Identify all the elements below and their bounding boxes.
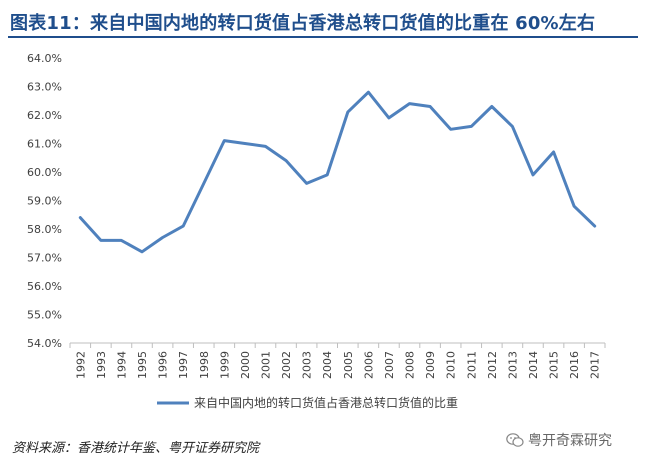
x-tick-label: 2011 — [465, 351, 478, 379]
x-tick-label: 2005 — [342, 351, 355, 379]
x-tick-label: 2009 — [424, 351, 437, 379]
x-tick-label: 1995 — [136, 351, 149, 379]
y-tick-label: 57.0% — [27, 252, 62, 265]
x-tick-label: 1994 — [115, 351, 128, 379]
chart-title: 图表11：来自中国内地的转口货值占香港总转口货值的比重在 60%左右 — [10, 13, 596, 34]
y-tick-label: 59.0% — [27, 195, 62, 208]
x-tick-label: 2001 — [259, 351, 272, 379]
x-tick-label: 2002 — [280, 351, 293, 379]
title-underline — [8, 36, 638, 38]
legend: 来自中国内地的转口货值占香港总转口货值的比重 — [157, 395, 458, 410]
y-tick-label: 61.0% — [27, 138, 62, 151]
x-tick-label: 2010 — [445, 351, 458, 379]
y-tick-label: 56.0% — [27, 280, 62, 293]
x-tick-label: 2008 — [404, 351, 417, 379]
x-tick-label: 2016 — [568, 351, 581, 379]
x-tick-label: 1992 — [74, 351, 87, 379]
series-line — [78, 90, 597, 254]
x-tick-label: 2015 — [548, 351, 561, 379]
source-note: 资料来源：香港统计年鉴、粤开证券研究院 — [12, 441, 260, 456]
watermark-text: 粤开奇霖研究 — [528, 433, 612, 449]
y-tick-label: 58.0% — [27, 223, 62, 236]
legend-label: 来自中国内地的转口货值占香港总转口货值的比重 — [194, 395, 458, 410]
x-tick-label: 2007 — [383, 351, 396, 379]
y-tick-label: 62.0% — [27, 109, 62, 122]
y-tick-label: 60.0% — [27, 166, 62, 179]
x-tick-label: 2017 — [589, 351, 602, 379]
x-tick-label: 2000 — [239, 351, 252, 379]
x-tick-label: 1996 — [157, 351, 170, 379]
x-tick-label: 2006 — [362, 351, 375, 379]
x-tick-label: 2003 — [301, 351, 314, 379]
y-tick-label: 63.0% — [27, 81, 62, 94]
x-tick-label: 1993 — [95, 351, 108, 379]
x-tick-label: 2004 — [321, 351, 334, 379]
wechat-icon — [506, 433, 524, 447]
y-axis: 54.0% 55.0% 56.0% 57.0% 58.0% 59.0% 60.0% 61.0%… — [27, 52, 62, 350]
series-group — [78, 90, 597, 254]
y-tick-label: 54.0% — [27, 337, 62, 350]
y-tick-label: 64.0% — [27, 52, 62, 65]
x-tick-label: 1999 — [218, 351, 231, 379]
x-tick-label: 2013 — [506, 351, 519, 379]
x-tick-label: 1998 — [198, 351, 211, 379]
y-tick-label: 55.0% — [27, 309, 62, 322]
x-axis: 1992 1993 1994 1995 1996 1997 1998 1999 2000 2001… — [69, 342, 606, 379]
x-tick-label: 2014 — [527, 351, 540, 379]
x-tick-label: 1997 — [177, 351, 190, 379]
watermark: 粤开奇霖研究 — [506, 430, 612, 450]
x-tick-label: 2012 — [486, 351, 499, 379]
